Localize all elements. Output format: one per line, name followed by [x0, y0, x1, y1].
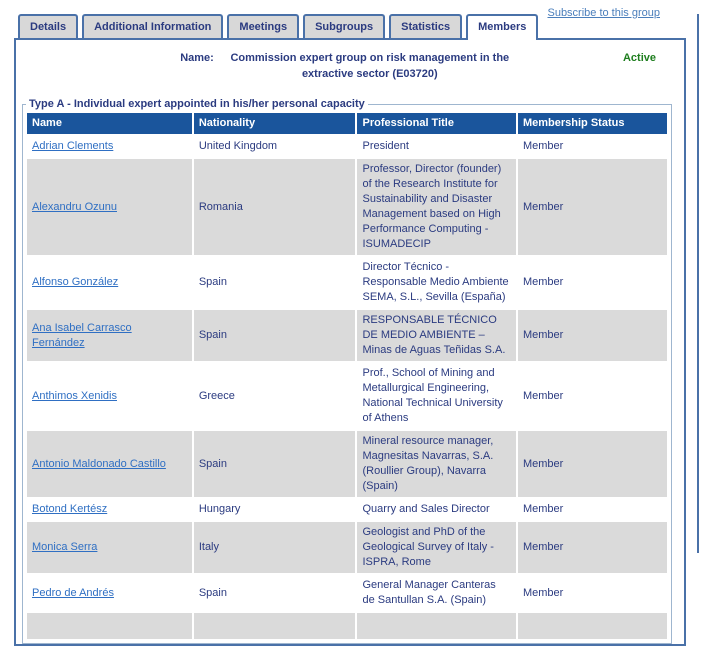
member-professional-title-cell: Geologist and PhD of the Geological Surv…	[357, 522, 516, 573]
tab-meetings[interactable]: Meetings	[227, 14, 300, 38]
member-name-link[interactable]: Antonio Maldonado Castillo	[32, 457, 166, 470]
member-membership-status-cell: Member	[517, 431, 667, 497]
tab-additional-information[interactable]: Additional Information	[82, 14, 224, 38]
member-membership-status-cell: Member	[517, 522, 667, 573]
member-name-cell: Pedro de Andrés	[27, 575, 192, 611]
group-name-label: Name:	[180, 52, 214, 64]
member-nationality-cell: Spain	[193, 431, 356, 497]
member-professional-title-cell	[357, 613, 516, 639]
table-row: Pedro de Andrés Spain General Manager Cant…	[27, 575, 667, 611]
member-membership-status-cell: Member	[517, 159, 667, 255]
table-row: Adrian Clements United Kingdom President Me…	[27, 136, 667, 157]
member-professional-title-cell: Quarry and Sales Director	[357, 499, 516, 520]
member-nationality-cell: Spain	[193, 257, 356, 308]
group-name: Name: Commission expert group on risk ma…	[16, 50, 684, 82]
member-name-cell: Monica Serra	[27, 522, 192, 573]
members-table: Name Nationality Professional Title Memb…	[25, 111, 669, 641]
member-membership-status-cell: Member	[517, 257, 667, 308]
column-header-name: Name	[27, 113, 192, 134]
table-row: Anthimos Xenidis Greece Prof., School of M…	[27, 363, 667, 429]
tab-details[interactable]: Details	[18, 14, 79, 38]
member-professional-title-cell: Professor, Director (founder) of the Res…	[357, 159, 516, 255]
members-table-body: Adrian Clements United Kingdom President Me…	[27, 136, 667, 639]
tab-bar: Details Additional Information Meetings Sub…	[18, 14, 680, 40]
expert-group-members-page: { "page": { "subscribe_link": "Subscribe…	[0, 7, 704, 646]
member-nationality-cell: Spain	[193, 575, 356, 611]
type-a-legend: Type A - Individual expert appointed in …	[29, 98, 365, 110]
member-professional-title-cell: Prof., School of Mining and Metallurgica…	[357, 363, 516, 429]
table-row: Alexandru Ozunu Romania Professor, Directo…	[27, 159, 667, 255]
column-header-nationality: Nationality	[193, 113, 356, 134]
table-row: Alfonso González Spain Director Técnico - …	[27, 257, 667, 308]
table-row: Botond Kertész Hungary Quarry and Sales Di…	[27, 499, 667, 520]
member-nationality-cell: Hungary	[193, 499, 356, 520]
member-name-cell: Alfonso González	[27, 257, 192, 308]
member-name-link[interactable]: Adrian Clements	[32, 140, 114, 152]
member-nationality-cell	[193, 613, 356, 639]
member-membership-status-cell: Member	[517, 136, 667, 157]
column-header-professional-title: Professional Title	[357, 113, 516, 134]
table-row: Ana Isabel Carrasco Fernández Spain RESPON…	[27, 310, 667, 361]
group-header: Name: Commission expert group on risk ma…	[16, 40, 684, 98]
member-name-link[interactable]: Alfonso González	[32, 276, 119, 288]
member-membership-status-cell: Member	[517, 499, 667, 520]
member-professional-title-cell: Mineral resource manager, Magnesitas Nav…	[357, 431, 516, 497]
member-name-link[interactable]: Pedro de Andrés	[32, 586, 114, 599]
tab-members[interactable]: Members	[466, 14, 539, 40]
member-name-link[interactable]: Monica Serra	[32, 541, 98, 553]
tab-subgroups[interactable]: Subgroups	[303, 14, 386, 38]
table-row	[27, 613, 667, 639]
member-membership-status-cell: Member	[517, 363, 667, 429]
tab-statistics[interactable]: Statistics	[389, 14, 463, 38]
status-badge: Active	[622, 52, 656, 64]
member-name-link[interactable]: Ana Isabel Carrasco Fernández	[32, 321, 132, 349]
member-membership-status-cell	[517, 613, 667, 639]
member-name-cell: Botond Kertész	[27, 499, 192, 520]
member-professional-title-cell: RESPONSABLE TÉCNICO DE MEDIO AMBIENTE – …	[357, 310, 516, 361]
member-nationality-cell: Greece	[193, 363, 356, 429]
member-name-link[interactable]: Botond Kertész	[32, 503, 108, 515]
member-nationality-cell: Spain	[193, 310, 356, 361]
type-a-section: Type A - Individual expert appointed in …	[22, 98, 672, 644]
table-header-row: Name Nationality Professional Title Memb…	[27, 113, 667, 134]
member-name-cell: Ana Isabel Carrasco Fernández	[27, 310, 192, 361]
member-membership-status-cell: Member	[517, 575, 667, 611]
member-name-cell: Anthimos Xenidis	[27, 363, 192, 429]
member-name-link[interactable]: Alexandru Ozunu	[32, 200, 117, 213]
member-nationality-cell: Italy	[193, 522, 356, 573]
column-header-membership-status: Membership Status	[517, 113, 667, 134]
table-row: Monica Serra Italy Geologist and PhD of th…	[27, 522, 667, 573]
members-tab-panel: Name: Commission expert group on risk ma…	[14, 38, 686, 646]
group-name-value: Commission expert group on risk manageme…	[230, 52, 510, 80]
member-nationality-cell: Romania	[193, 159, 356, 255]
member-name-link[interactable]: Anthimos Xenidis	[32, 389, 117, 402]
member-professional-title-cell: President	[357, 136, 516, 157]
member-nationality-cell: United Kingdom	[193, 136, 356, 157]
member-membership-status-cell: Member	[517, 310, 667, 361]
subscribe-to-group-link[interactable]: Subscribe to this group	[547, 7, 660, 19]
member-name-cell	[27, 613, 192, 639]
member-name-cell: Adrian Clements	[27, 136, 192, 157]
member-professional-title-cell: Director Técnico - Responsable Medio Amb…	[357, 257, 516, 308]
page-outer-border	[697, 14, 699, 553]
table-row: Antonio Maldonado Castillo Spain Mineral r…	[27, 431, 667, 497]
member-name-cell: Antonio Maldonado Castillo	[27, 431, 192, 497]
member-professional-title-cell: General Manager Canteras de Santullan S.…	[357, 575, 516, 611]
member-name-cell: Alexandru Ozunu	[27, 159, 192, 255]
